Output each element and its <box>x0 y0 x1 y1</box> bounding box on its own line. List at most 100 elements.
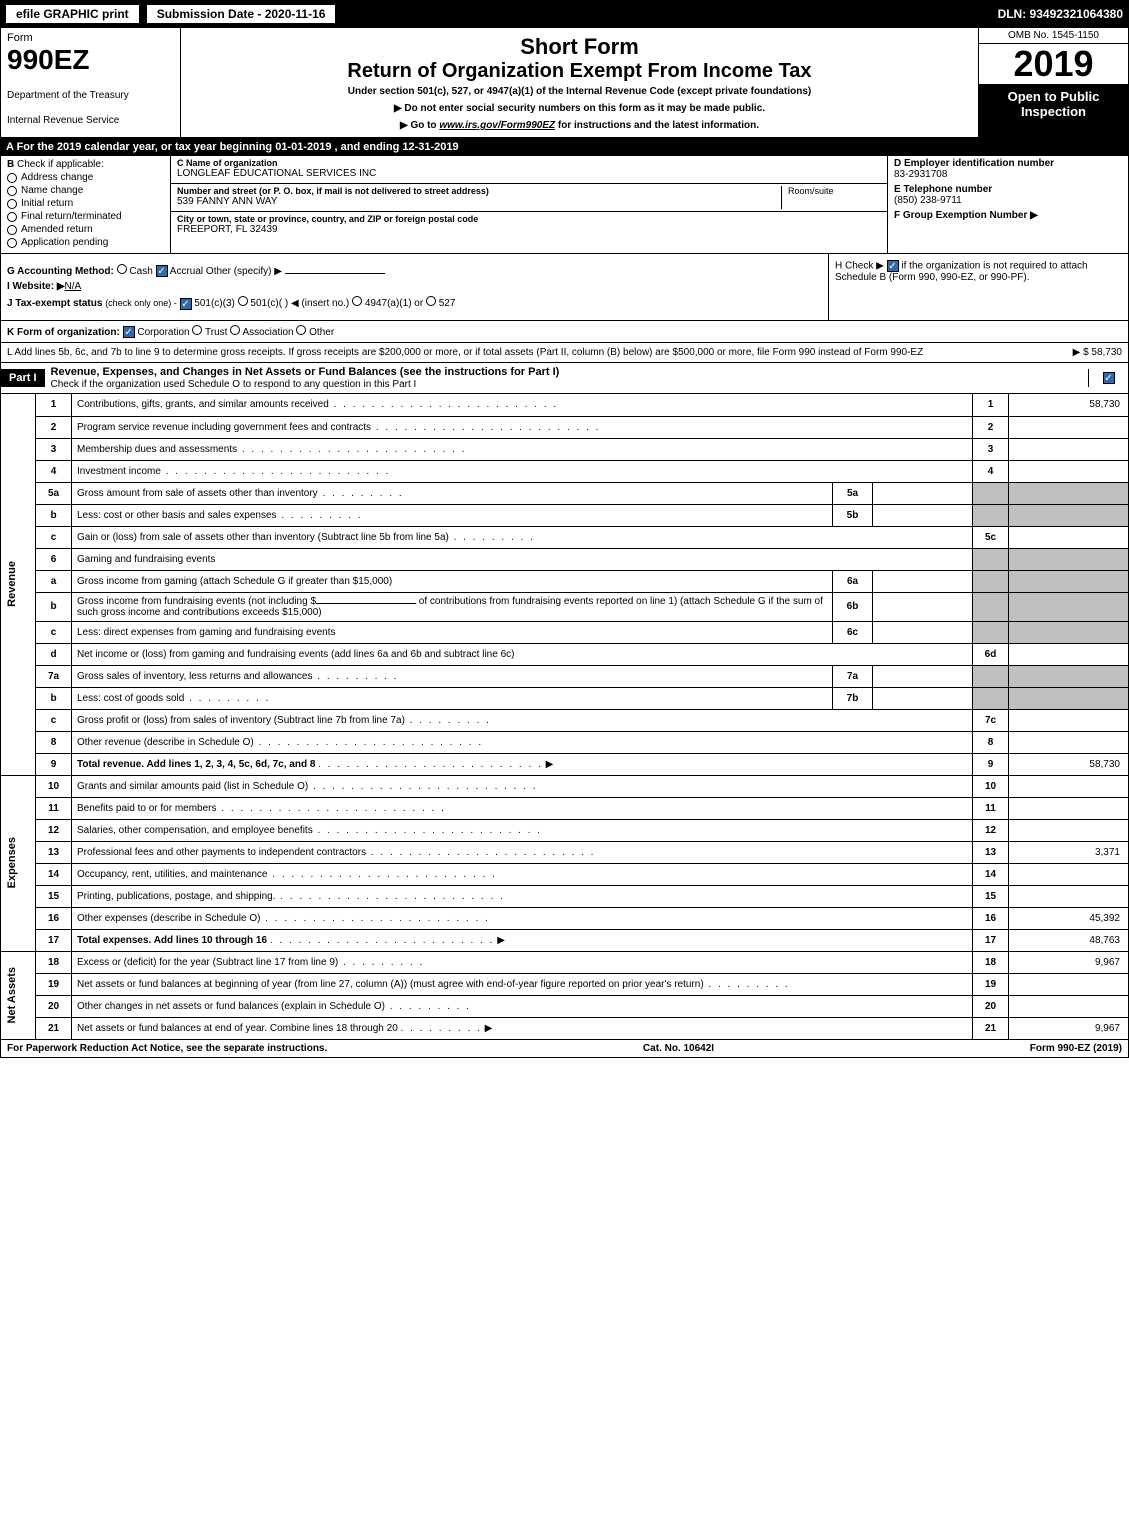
e-phone-label: E Telephone number <box>894 184 992 195</box>
omb-label: OMB No. 1545-1150 <box>979 28 1128 44</box>
line-desc: Net assets or fund balances at beginning… <box>72 973 973 995</box>
line-num: 10 <box>36 775 72 797</box>
chk-initial-return[interactable]: Initial return <box>7 198 164 209</box>
chk-label: Amended return <box>21 224 93 235</box>
line-desc: Net income or (loss) from gaming and fun… <box>72 643 973 665</box>
line-desc: Gross income from fundraising events (no… <box>72 592 833 621</box>
line-rnum: 7c <box>973 709 1009 731</box>
table-row: c Gross profit or (loss) from sales of i… <box>1 709 1129 731</box>
line-amount <box>1009 863 1129 885</box>
accrual-checkbox-icon[interactable]: ✓ <box>156 265 168 277</box>
sub-line-val <box>873 570 973 592</box>
section-a-tax-year: A For the 2019 calendar year, or tax yea… <box>0 138 1129 156</box>
shaded-cell <box>1009 665 1129 687</box>
table-row: Expenses 10 Grants and similar amounts p… <box>1 775 1129 797</box>
arrow-icon: ▶ <box>485 1023 493 1034</box>
line-desc: Total revenue. Add lines 1, 2, 3, 4, 5c,… <box>72 753 973 775</box>
other-specify-input[interactable] <box>285 273 385 274</box>
line-desc-text: Net assets or fund balances at end of ye… <box>77 1023 398 1034</box>
circle-icon[interactable] <box>117 264 127 274</box>
corp-checkbox-icon[interactable]: ✓ <box>123 326 135 338</box>
line-desc: Gross amount from sale of assets other t… <box>72 482 833 504</box>
section-bcdef: B Check if applicable: Address change Na… <box>0 156 1129 254</box>
circle-icon[interactable] <box>352 296 362 306</box>
line-desc: Program service revenue including govern… <box>72 416 973 438</box>
goto-link[interactable]: www.irs.gov/Form990EZ <box>439 120 555 131</box>
chk-application-pending[interactable]: Application pending <box>7 237 164 248</box>
l-section: L Add lines 5b, 6c, and 7b to line 9 to … <box>0 343 1129 363</box>
sub-line-num: 5b <box>833 504 873 526</box>
line-amount: 9,967 <box>1009 951 1129 973</box>
line-num: 21 <box>36 1017 72 1039</box>
main-title: Return of Organization Exempt From Incom… <box>189 60 970 83</box>
contrib-input[interactable] <box>316 603 416 604</box>
h-checkbox-icon[interactable]: ✓ <box>887 260 899 272</box>
line-rnum: 1 <box>973 394 1009 416</box>
table-row: Net Assets 18 Excess or (deficit) for th… <box>1 951 1129 973</box>
line-desc: Gross profit or (loss) from sales of inv… <box>72 709 973 731</box>
ghij-left: G Accounting Method: Cash ✓ Accrual Othe… <box>1 254 828 320</box>
table-row: 12 Salaries, other compensation, and emp… <box>1 819 1129 841</box>
b-check-label: Check if applicable: <box>17 159 104 170</box>
org-name-value: LONGLEAF EDUCATIONAL SERVICES INC <box>177 168 881 179</box>
line-desc: Benefits paid to or for members <box>72 797 973 819</box>
circle-icon[interactable] <box>426 296 436 306</box>
line-rnum: 8 <box>973 731 1009 753</box>
line-desc: Gaming and fundraising events <box>72 548 973 570</box>
line-rnum: 20 <box>973 995 1009 1017</box>
line-desc: Professional fees and other payments to … <box>72 841 973 863</box>
line-desc: Other expenses (describe in Schedule O) <box>72 907 973 929</box>
chk-name-change[interactable]: Name change <box>7 185 164 196</box>
sub-line-val <box>873 621 973 643</box>
expenses-section-label: Expenses <box>1 775 36 951</box>
line-num: 14 <box>36 863 72 885</box>
chk-amended-return[interactable]: Amended return <box>7 224 164 235</box>
table-row: d Net income or (loss) from gaming and f… <box>1 643 1129 665</box>
line-rnum: 12 <box>973 819 1009 841</box>
line-desc: Membership dues and assessments <box>72 438 973 460</box>
circle-icon[interactable] <box>238 296 248 306</box>
i-value: N/A <box>65 281 82 292</box>
footer-left: For Paperwork Reduction Act Notice, see … <box>7 1043 327 1054</box>
revenue-section-label: Revenue <box>1 394 36 775</box>
part1-table: Revenue 1 Contributions, gifts, grants, … <box>0 394 1129 1040</box>
addr-label: Number and street (or P. O. box, if mail… <box>177 186 775 196</box>
line-num: 11 <box>36 797 72 819</box>
footer-center: Cat. No. 10642I <box>643 1043 714 1054</box>
line-amount <box>1009 709 1129 731</box>
line-amount <box>1009 797 1129 819</box>
circle-icon <box>7 225 17 235</box>
city-value: FREEPORT, FL 32439 <box>177 224 881 235</box>
line-num: 16 <box>36 907 72 929</box>
circle-icon[interactable] <box>230 325 240 335</box>
chk-final-return[interactable]: Final return/terminated <box>7 211 164 222</box>
sub-line-num: 5a <box>833 482 873 504</box>
line-amount <box>1009 885 1129 907</box>
chk-address-change[interactable]: Address change <box>7 172 164 183</box>
line-amount <box>1009 643 1129 665</box>
501c3-checkbox-icon[interactable]: ✓ <box>180 298 192 310</box>
section-def: D Employer identification number83-29317… <box>888 156 1128 253</box>
j-501c: 501(c)( ) <box>250 298 288 309</box>
table-row: b Gross income from fundraising events (… <box>1 592 1129 621</box>
line-desc: Less: cost or other basis and sales expe… <box>72 504 833 526</box>
line-num: 2 <box>36 416 72 438</box>
circle-icon <box>7 212 17 222</box>
efile-print-label[interactable]: efile GRAPHIC print <box>6 5 139 23</box>
table-row: 2 Program service revenue including gove… <box>1 416 1129 438</box>
line-num: 3 <box>36 438 72 460</box>
part1-check[interactable]: ✓ <box>1088 369 1128 387</box>
circle-icon[interactable] <box>192 325 202 335</box>
dots <box>318 759 543 770</box>
table-row: b Less: cost of goods sold 7b <box>1 687 1129 709</box>
line-num: 19 <box>36 973 72 995</box>
i-website-row: I Website: ▶N/A <box>7 281 822 292</box>
page-footer: For Paperwork Reduction Act Notice, see … <box>0 1040 1129 1058</box>
dots <box>401 1023 482 1034</box>
addr-value: 539 FANNY ANN WAY <box>177 196 775 207</box>
shaded-cell <box>1009 621 1129 643</box>
circle-icon <box>7 173 17 183</box>
shaded-cell <box>973 687 1009 709</box>
line-num: c <box>36 709 72 731</box>
circle-icon[interactable] <box>296 325 306 335</box>
